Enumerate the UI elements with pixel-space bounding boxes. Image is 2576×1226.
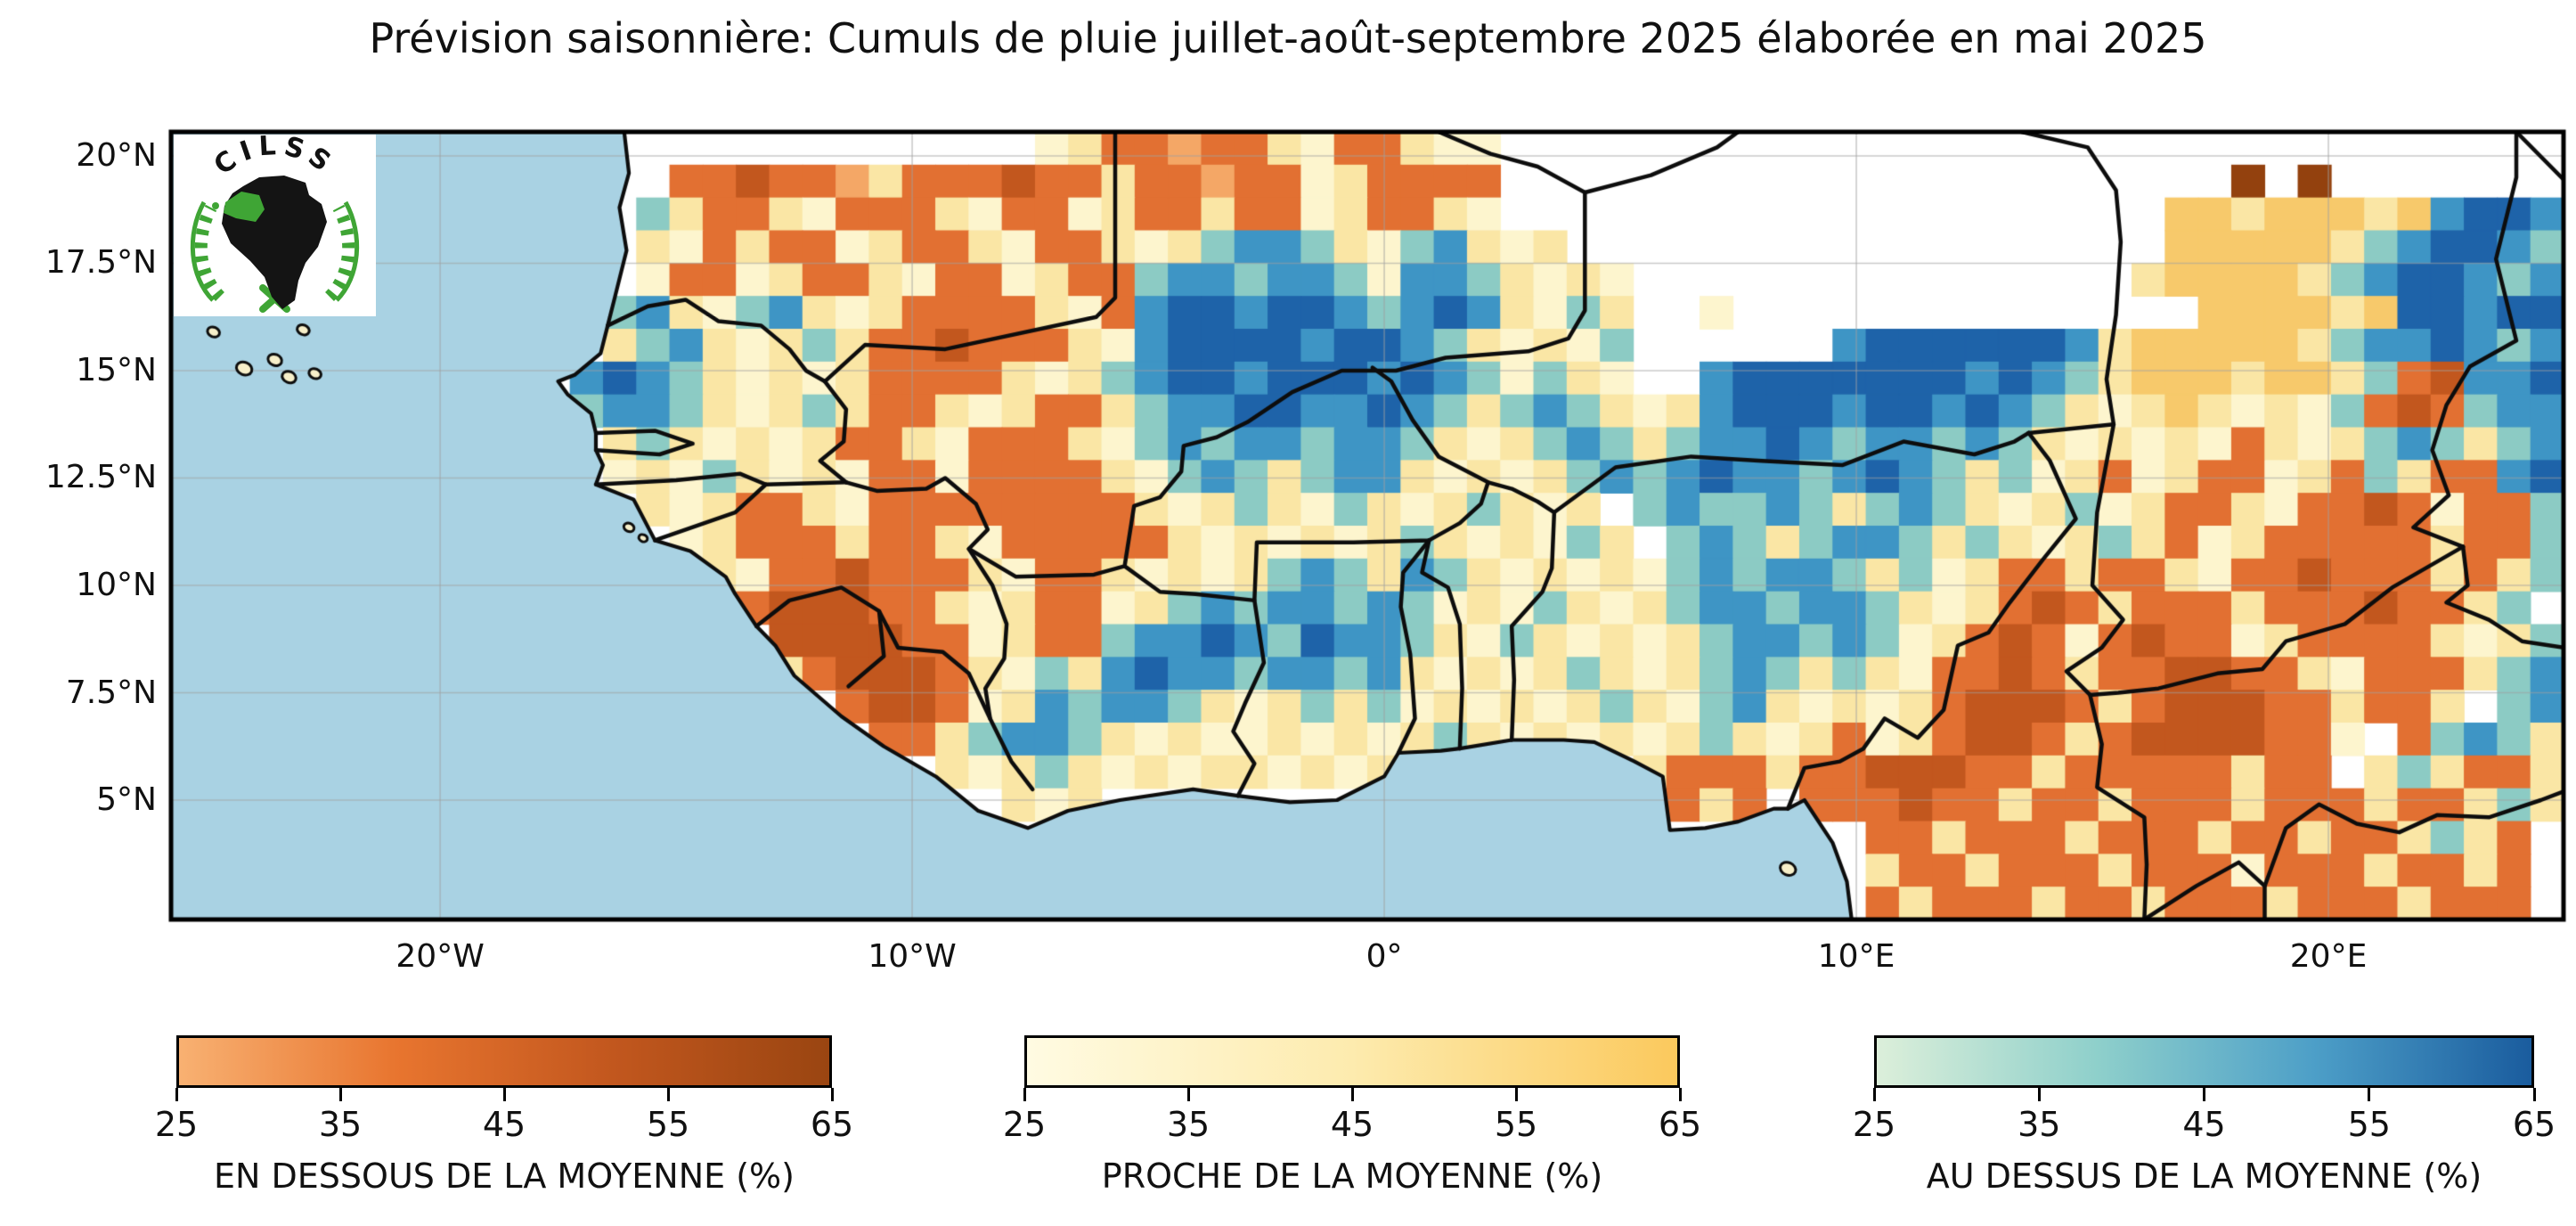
cilss-logo-text: CILSS: [208, 135, 335, 182]
colorbar-tick: [2203, 1088, 2205, 1101]
colorbar-tick: [175, 1088, 178, 1101]
y-axis-label: 20°N: [76, 136, 157, 174]
colorbar-tick-label: 35: [318, 1105, 363, 1144]
colorbar-tick: [1872, 1088, 1876, 1101]
colorbar-tick: [1514, 1088, 1518, 1101]
colorbar-tick: [666, 1088, 670, 1101]
colorbar-tick-label: 55: [1494, 1105, 1538, 1144]
svg-text:CILSS: CILSS: [208, 135, 341, 182]
y-axis-label: 15°N: [76, 351, 157, 388]
cilss-logo: CILSS: [174, 135, 376, 316]
colorbar-tick: [1678, 1088, 1682, 1101]
colorbar-tick-label: 45: [1330, 1105, 1374, 1144]
colorbar-tick: [830, 1088, 834, 1101]
y-axis-label: 12.5°N: [45, 459, 157, 496]
colorbar-tick: [1023, 1088, 1026, 1101]
colorbar-caption: EN DESSOUS DE LA MOYENNE (%): [214, 1157, 795, 1196]
colorbar-near-average: 25 35 45 55 65 PROCHE DE LA MOYENNE (%): [1003, 1035, 1701, 1222]
colorbar-tick: [2368, 1088, 2371, 1101]
colorbar-tick-label: 65: [2512, 1105, 2556, 1144]
colorbar-tick: [2037, 1088, 2041, 1101]
cilss-logo-icon: CILSS: [190, 135, 360, 313]
colorbar-above-gradient: [1874, 1035, 2534, 1088]
colorbar-tick-label: 45: [2182, 1105, 2226, 1144]
colorbar-caption: PROCHE DE LA MOYENNE (%): [1101, 1157, 1603, 1196]
x-axis-label: 20°E: [2289, 938, 2368, 975]
colorbar-tick-label: 45: [482, 1105, 526, 1144]
colorbar-above-average: 25 35 45 55 65 AU DESSUS DE LA MOYENNE (…: [1853, 1035, 2556, 1222]
colorbar-tick: [502, 1088, 506, 1101]
x-axis-label: 10°W: [868, 938, 957, 975]
colorbar-tick: [338, 1088, 342, 1101]
colorbar-tick-label: 55: [2347, 1105, 2391, 1144]
colorbar-tick: [1186, 1088, 1190, 1101]
colorbar-tick-label: 65: [810, 1105, 854, 1144]
y-axis-label: 7.5°N: [65, 674, 157, 711]
colorbar-caption: AU DESSUS DE LA MOYENNE (%): [1926, 1157, 2482, 1196]
y-axis-label: 5°N: [96, 781, 157, 818]
colorbar-tick-label: 35: [1166, 1105, 1211, 1144]
y-axis-label: 17.5°N: [45, 244, 157, 282]
colorbar-below-gradient: [176, 1035, 832, 1088]
colorbar-tick-label: 35: [2018, 1105, 2061, 1144]
colorbar-tick-label: 25: [154, 1105, 199, 1144]
colorbar-tick-label: 25: [1852, 1105, 1896, 1144]
colorbar-near-gradient: [1024, 1035, 1680, 1088]
x-axis-label: 0°: [1365, 938, 1403, 975]
x-axis-label: 10°E: [1817, 938, 1895, 975]
colorbar-tick: [1350, 1088, 1354, 1101]
y-axis-label: 10°N: [76, 566, 157, 603]
colorbar-tick-label: 65: [1658, 1105, 1702, 1144]
colorbar-tick: [2532, 1088, 2536, 1101]
x-axis-label: 20°W: [395, 938, 485, 975]
colorbar-tick-label: 25: [1002, 1105, 1047, 1144]
colorbar-below-average: 25 35 45 55 65 EN DESSOUS DE LA MOYENNE …: [155, 1035, 853, 1222]
colorbar-tick-label: 55: [646, 1105, 690, 1144]
chart-title: Prévision saisonnière: Cumuls de pluie j…: [369, 14, 2207, 62]
